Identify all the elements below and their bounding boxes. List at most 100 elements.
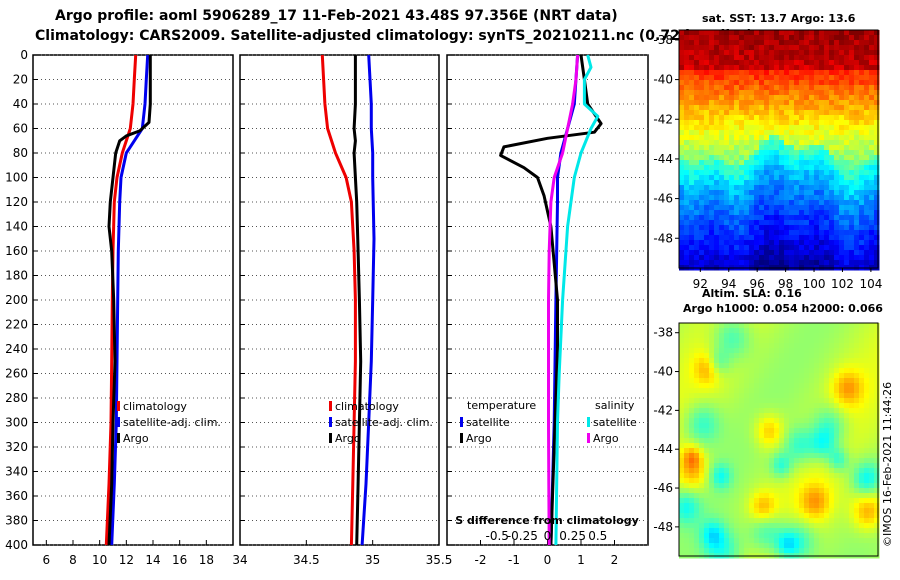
sla-cell — [864, 453, 870, 459]
sla-cell — [684, 418, 690, 424]
sst-cell — [699, 125, 705, 131]
sla-cell — [724, 328, 730, 334]
sla-cell — [859, 398, 865, 404]
sst-cell — [859, 70, 865, 76]
sla-cell — [769, 503, 775, 509]
sla-cell — [774, 348, 780, 354]
sla-cell — [704, 333, 710, 339]
sst-cell — [744, 190, 750, 196]
sla-cell — [784, 378, 790, 384]
sst-cell — [864, 100, 870, 106]
sla-cell — [784, 353, 790, 359]
sst-cell — [849, 60, 855, 66]
sst-cell — [869, 200, 875, 206]
sla-cell — [774, 443, 780, 449]
sst-cell — [704, 140, 710, 146]
sst-cell — [744, 125, 750, 131]
sst-cell — [794, 145, 800, 151]
sst-cell — [824, 60, 830, 66]
sst-cell — [769, 255, 775, 261]
sst-cell — [819, 90, 825, 96]
sst-cell — [839, 55, 845, 61]
sla-cell — [779, 418, 785, 424]
sst-cell — [869, 75, 875, 81]
sst-cell — [764, 145, 770, 151]
sst-cell — [764, 255, 770, 261]
sla-cell — [814, 538, 820, 544]
sst-cell — [759, 165, 765, 171]
sla-cell — [679, 418, 685, 424]
sla-cell — [869, 323, 875, 329]
sla-cell — [794, 443, 800, 449]
sla-cell — [749, 528, 755, 534]
sla-cell — [779, 403, 785, 409]
sla-cell — [764, 503, 770, 509]
sla-cell — [859, 543, 865, 549]
sla-cell — [759, 513, 765, 519]
sla-cell — [759, 403, 765, 409]
sla-cell — [859, 523, 865, 529]
sst-cell — [689, 190, 695, 196]
sla-cell — [689, 508, 695, 514]
sst-cell — [769, 260, 775, 266]
sst-cell — [789, 210, 795, 216]
sst-cell — [704, 160, 710, 166]
sst-cell — [819, 110, 825, 116]
sst-cell — [794, 215, 800, 221]
sst-cell — [769, 245, 775, 251]
sla-cell — [719, 443, 725, 449]
sst-cell — [719, 120, 725, 126]
sst-cell — [714, 170, 720, 176]
sst-cell — [849, 180, 855, 186]
sst-cell — [689, 35, 695, 41]
sla-cell — [839, 328, 845, 334]
sst-cell — [779, 215, 785, 221]
sla-cell — [699, 488, 705, 494]
sst-cell — [829, 215, 835, 221]
sst-cell — [689, 195, 695, 201]
sst-cell — [729, 95, 735, 101]
sla-cell — [694, 378, 700, 384]
sst-cell — [739, 180, 745, 186]
sst-cell — [829, 155, 835, 161]
sst-cell — [824, 255, 830, 261]
sst-cell — [769, 175, 775, 181]
sla-cell — [799, 483, 805, 489]
sla-cell — [844, 413, 850, 419]
sla-cell — [709, 323, 715, 329]
sst-cell — [694, 255, 700, 261]
sla-cell — [754, 418, 760, 424]
sst-cell — [694, 200, 700, 206]
sla-cell — [779, 383, 785, 389]
sst-cell — [799, 75, 805, 81]
sst-cell — [764, 70, 770, 76]
sla-cell — [809, 333, 815, 339]
sst-cell — [874, 75, 880, 81]
sst-cell — [784, 225, 790, 231]
sla-cell — [704, 343, 710, 349]
sst-cell — [754, 220, 760, 226]
sla-cell — [694, 403, 700, 409]
sst-cell — [849, 130, 855, 136]
sst-cell — [764, 230, 770, 236]
sst-cell — [724, 140, 730, 146]
sla-cell — [844, 518, 850, 524]
sla-cell — [829, 523, 835, 529]
sla-cell — [699, 403, 705, 409]
sst-cell — [784, 235, 790, 241]
sst-cell — [689, 210, 695, 216]
sst-cell — [779, 165, 785, 171]
sla-cell — [684, 398, 690, 404]
sst-cell — [859, 80, 865, 86]
sla-cell — [684, 433, 690, 439]
sla-cell — [814, 328, 820, 334]
sst-cell — [839, 225, 845, 231]
sst-cell — [829, 95, 835, 101]
y-tick-label: 400 — [5, 538, 28, 552]
sst-cell — [824, 210, 830, 216]
sla-cell — [744, 388, 750, 394]
sla-cell — [834, 528, 840, 534]
sst-cell — [834, 120, 840, 126]
sla-cell — [874, 348, 880, 354]
sst-cell — [874, 85, 880, 91]
